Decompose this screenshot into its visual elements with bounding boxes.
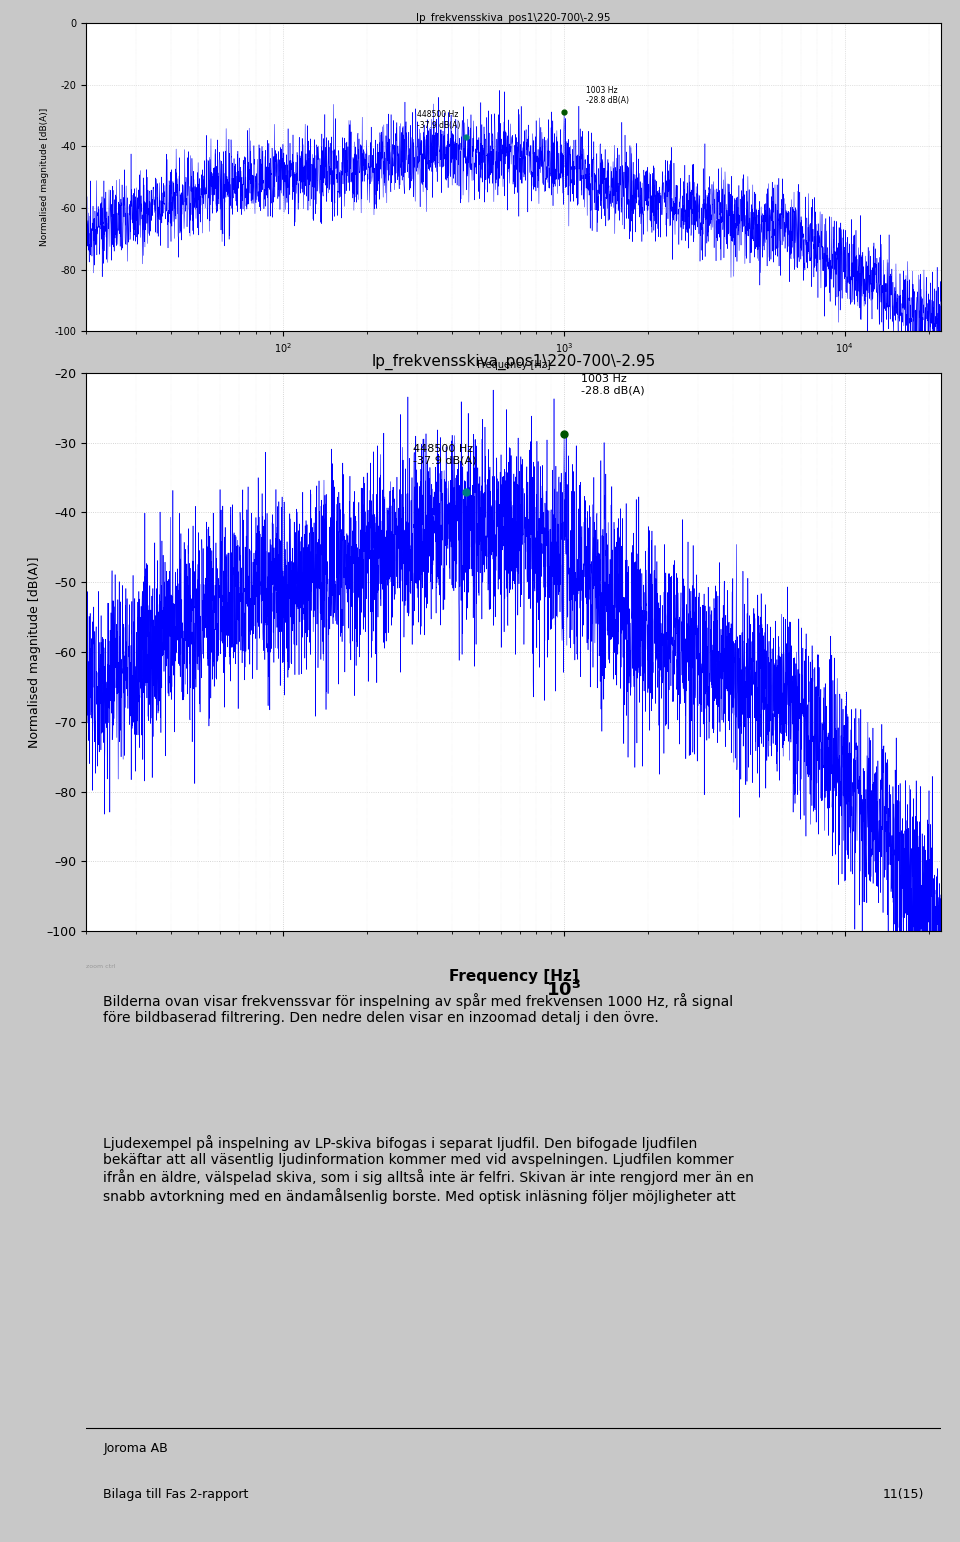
X-axis label: Frequency [Hz]: Frequency [Hz]	[448, 968, 579, 984]
X-axis label: Frequency [Hz]: Frequency [Hz]	[477, 361, 550, 370]
Text: Joroma AB: Joroma AB	[104, 1442, 168, 1454]
Title: lp_frekvensskiva_pos1\220-700\-2.95: lp_frekvensskiva_pos1\220-700\-2.95	[372, 353, 656, 370]
Text: 1003 Hz
-28.8 dB(A): 1003 Hz -28.8 dB(A)	[586, 86, 629, 105]
Text: 448500 Hz
-37.9 dB(A): 448500 Hz -37.9 dB(A)	[413, 444, 476, 466]
Y-axis label: Normalised magnitude [dB(A)]: Normalised magnitude [dB(A)]	[40, 108, 49, 247]
Text: 11(15): 11(15)	[882, 1488, 924, 1500]
Title: lp_frekvensskiva_pos1\220-700\-2.95: lp_frekvensskiva_pos1\220-700\-2.95	[417, 12, 611, 23]
Text: 1003 Hz
-28.8 dB(A): 1003 Hz -28.8 dB(A)	[581, 375, 644, 396]
Y-axis label: Normalised magnitude [dB(A)]: Normalised magnitude [dB(A)]	[28, 557, 41, 748]
Text: 448500 Hz
-37.9 dB(A): 448500 Hz -37.9 dB(A)	[417, 111, 460, 130]
Text: $\mathbf{10^3}$: $\mathbf{10^3}$	[546, 981, 581, 1001]
Text: Bilderna ovan visar frekvenssvar för inspelning av spår med frekvensen 1000 Hz, : Bilderna ovan visar frekvenssvar för ins…	[104, 993, 733, 1025]
Text: Ljudexempel på inspelning av LP-skiva bifogas i separat ljudfil. Den bifogade lj: Ljudexempel på inspelning av LP-skiva bi…	[104, 1135, 755, 1204]
Text: Bilaga till Fas 2-rapport: Bilaga till Fas 2-rapport	[104, 1488, 249, 1500]
Text: zoom ctrl: zoom ctrl	[86, 964, 116, 968]
